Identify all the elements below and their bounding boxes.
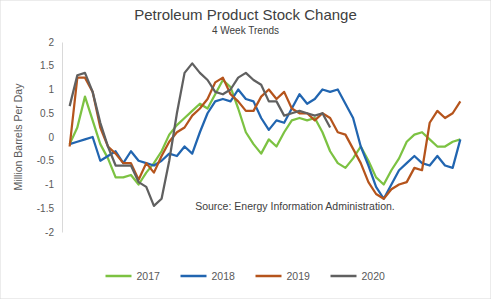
y-tick: 2 bbox=[48, 37, 62, 48]
y-tick-label: 0 bbox=[48, 132, 54, 143]
series-line bbox=[70, 78, 461, 199]
legend-item: 2017 bbox=[106, 270, 161, 282]
legend-swatch bbox=[331, 275, 357, 278]
y-axis-title: Million Barrels Per Day bbox=[12, 83, 24, 191]
legend-item: 2020 bbox=[331, 270, 386, 282]
y-tick: 1.5 bbox=[40, 60, 62, 71]
y-tick-label: 0.5 bbox=[40, 108, 54, 119]
series-line bbox=[70, 90, 461, 199]
legend-item: 2019 bbox=[256, 270, 311, 282]
legend-item: 2018 bbox=[181, 270, 236, 282]
series-line bbox=[70, 63, 330, 206]
legend: 2017 2018 2019 2020 bbox=[106, 270, 386, 282]
y-tick: -1 bbox=[45, 179, 62, 190]
subtitle: 4 Week Trends bbox=[212, 25, 279, 36]
legend-label: 2019 bbox=[287, 270, 311, 282]
legend-swatch bbox=[181, 275, 207, 278]
legend-label: 2020 bbox=[362, 270, 386, 282]
y-tick: -0.5 bbox=[37, 155, 62, 166]
y-tick: 1 bbox=[48, 84, 62, 95]
y-tick-label: 1 bbox=[48, 84, 54, 95]
chart: Petroleum Product Stock Change 4 Week Tre… bbox=[0, 0, 491, 299]
y-tick: 0 bbox=[48, 132, 62, 143]
legend-swatch bbox=[256, 275, 282, 278]
y-axis-line bbox=[62, 43, 63, 233]
y-tick-label: -2 bbox=[45, 227, 54, 238]
legend-label: 2017 bbox=[137, 270, 161, 282]
title: Petroleum Product Stock Change bbox=[134, 6, 357, 23]
y-tick-label: -0.5 bbox=[37, 155, 55, 166]
y-tick-label: 1.5 bbox=[40, 60, 54, 71]
y-tick-label: 2 bbox=[48, 37, 54, 48]
y-tick: -1.5 bbox=[37, 203, 62, 214]
y-tick-label: -1 bbox=[45, 179, 54, 190]
y-tick: 0.5 bbox=[40, 108, 62, 119]
x-axis-line bbox=[63, 232, 469, 233]
plot-area bbox=[70, 63, 461, 206]
y-tick-label: -1.5 bbox=[37, 203, 55, 214]
y-axis: -2 -1.5 -1 -0.5 0 0.5 1 1.5 2 bbox=[37, 37, 63, 238]
x-axis bbox=[63, 232, 469, 234]
legend-label: 2018 bbox=[212, 270, 236, 282]
annotation: Source: Energy Information Administratio… bbox=[195, 200, 395, 212]
legend-swatch bbox=[106, 275, 132, 278]
y-tick: -2 bbox=[45, 227, 62, 238]
background bbox=[0, 0, 491, 299]
